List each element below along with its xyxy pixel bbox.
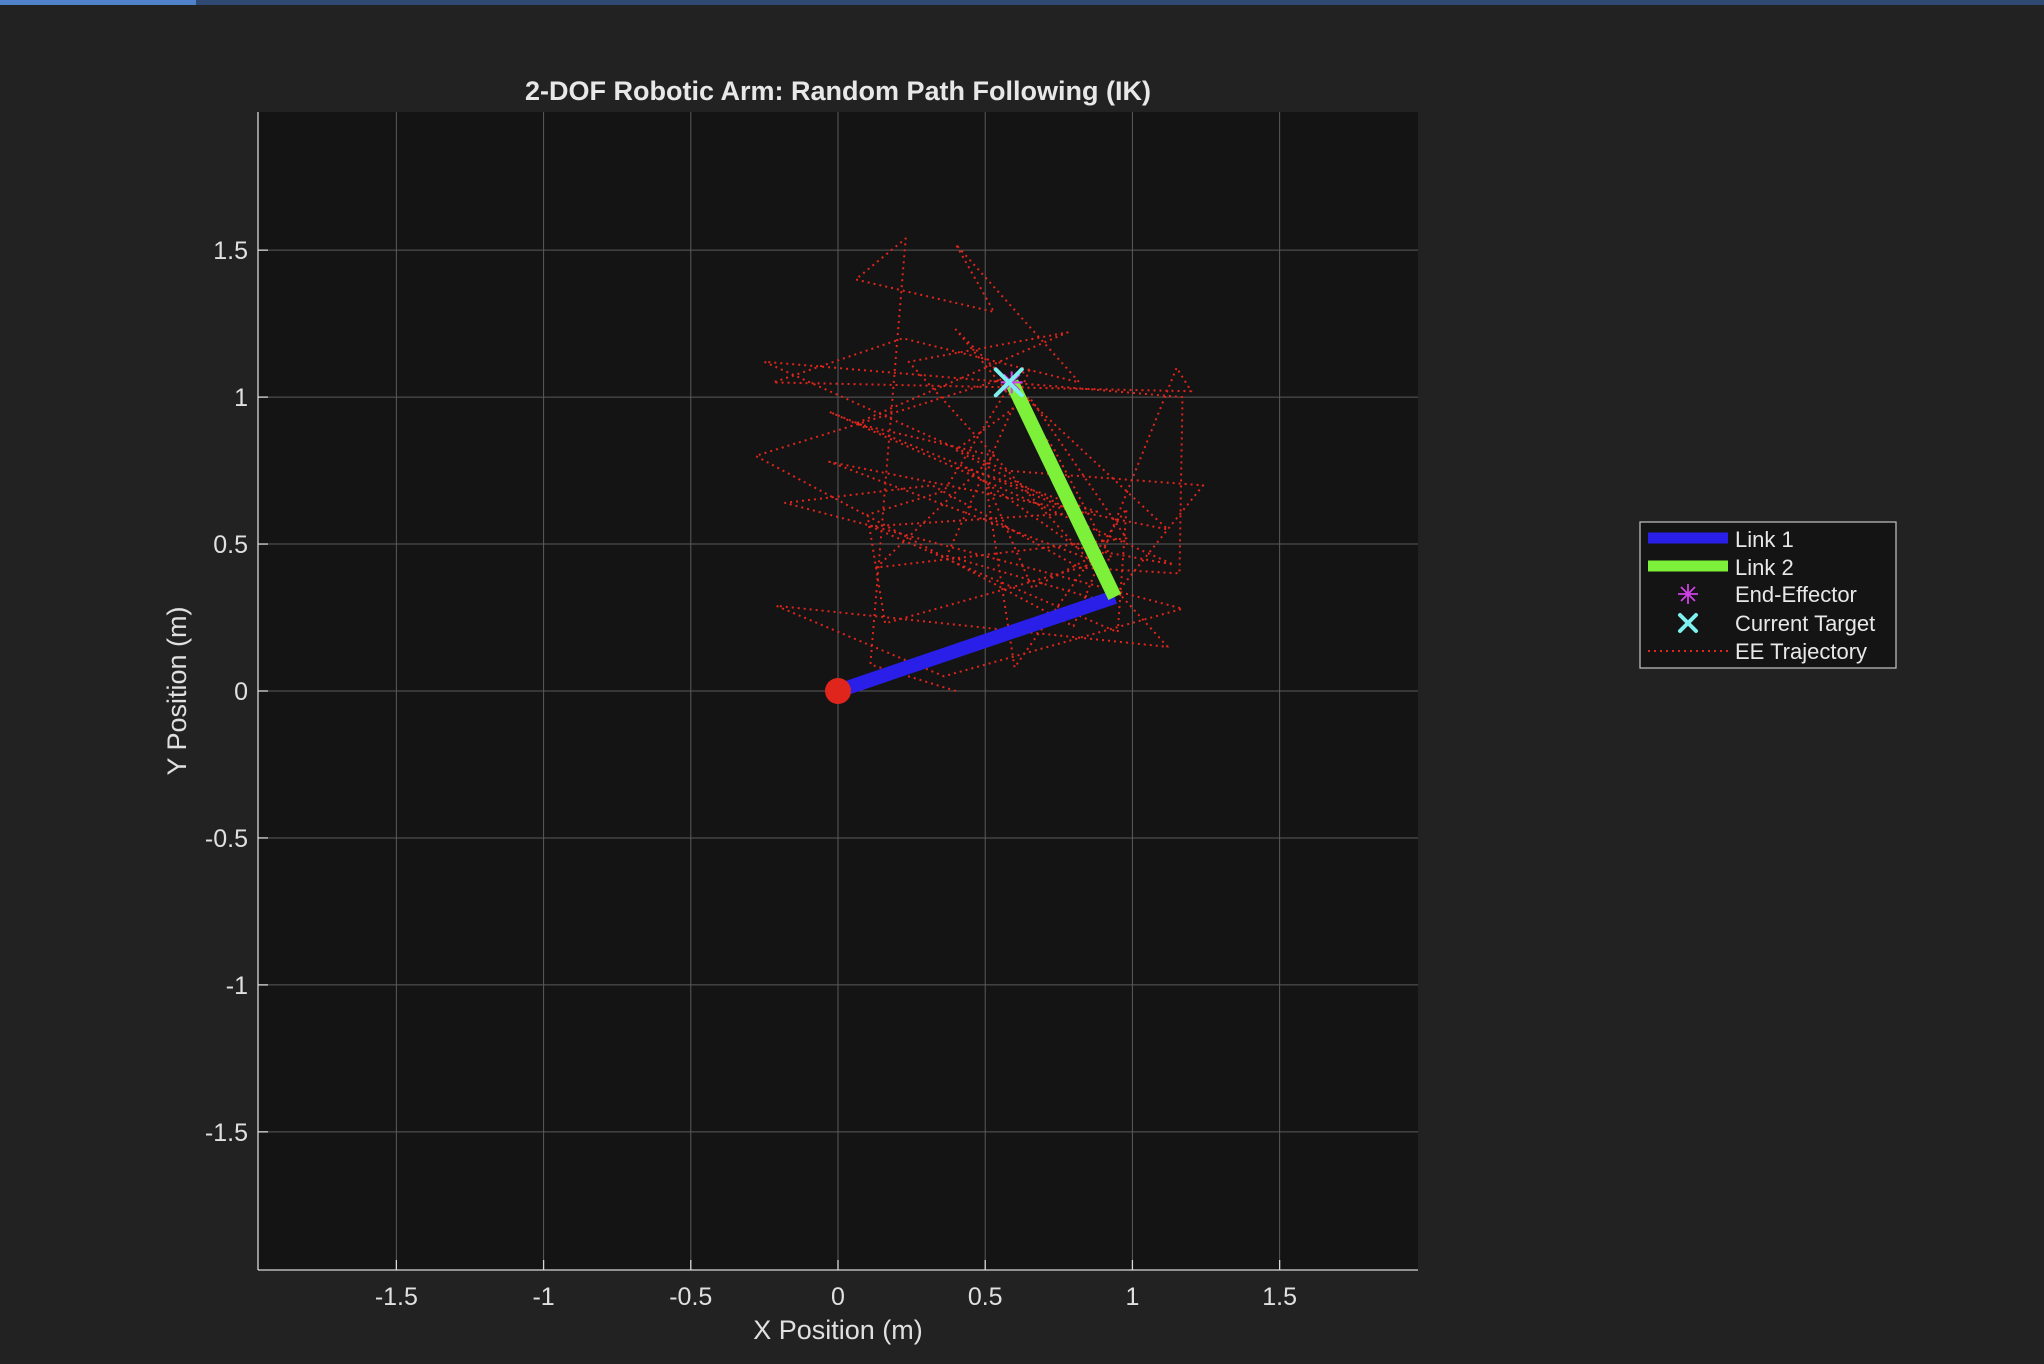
- base-joint-marker: [825, 678, 851, 704]
- legend-end-effector-label: End-Effector: [1735, 582, 1857, 607]
- y-tick-label: -1: [226, 972, 248, 1000]
- y-tick-label: 1: [234, 384, 248, 412]
- y-tick-label: -0.5: [205, 825, 248, 853]
- legend-box: [1639, 521, 1897, 669]
- end-effector-stroke: [1002, 373, 1021, 392]
- window-progress-fill: [0, 0, 197, 5]
- x-tick-label: 1.5: [1262, 1283, 1297, 1311]
- link1-segment: [835, 590, 1118, 698]
- legend: Link 1 Link 2 End-Effector Current Targe…: [1639, 521, 1897, 669]
- grid: [258, 112, 1418, 1270]
- ee-trajectory: [754, 237, 1205, 692]
- legend-target-swatch: [1678, 613, 1698, 633]
- chart-title: 2-DOF Robotic Arm: Random Path Following…: [525, 76, 1151, 106]
- legend-link1-label: Link 1: [1735, 527, 1794, 552]
- end-effector-marker: [1000, 371, 1023, 394]
- current-target-marker: [993, 367, 1024, 398]
- ee-trajectory-line: [754, 237, 1205, 692]
- x-tick-label: 1: [1125, 1283, 1139, 1311]
- x-axis-label: X Position (m): [753, 1315, 923, 1345]
- ticks: -1.5 -1 -0.5 0 0.5 1 1.5 -1.5 -1 -0.5 0 0.5 1 1.5: [205, 237, 1297, 1311]
- x-tick-label: -1: [532, 1283, 554, 1311]
- legend-end-effector-swatch: [1678, 584, 1698, 604]
- y-tick-label: 0: [234, 678, 248, 706]
- robot-arm: [825, 367, 1122, 704]
- legend-link2-label: Link 2: [1735, 555, 1794, 580]
- legend-target-label: Current Target: [1735, 611, 1875, 636]
- x-tick-label: -0.5: [669, 1283, 712, 1311]
- y-tick-label: 1.5: [213, 237, 248, 265]
- link2-segment: [1005, 379, 1122, 600]
- x-tick-label: -1.5: [375, 1283, 418, 1311]
- current-target-stroke: [993, 367, 1024, 398]
- window-top-bar: [0, 0, 2044, 5]
- y-tick-label: 0.5: [213, 531, 248, 559]
- legend-trajectory-label: EE Trajectory: [1735, 639, 1867, 664]
- x-tick-label: 0.5: [968, 1283, 1003, 1311]
- y-tick-label: -1.5: [205, 1119, 248, 1147]
- y-axis-label: Y Position (m): [162, 606, 192, 775]
- x-tick-label: 0: [831, 1283, 845, 1311]
